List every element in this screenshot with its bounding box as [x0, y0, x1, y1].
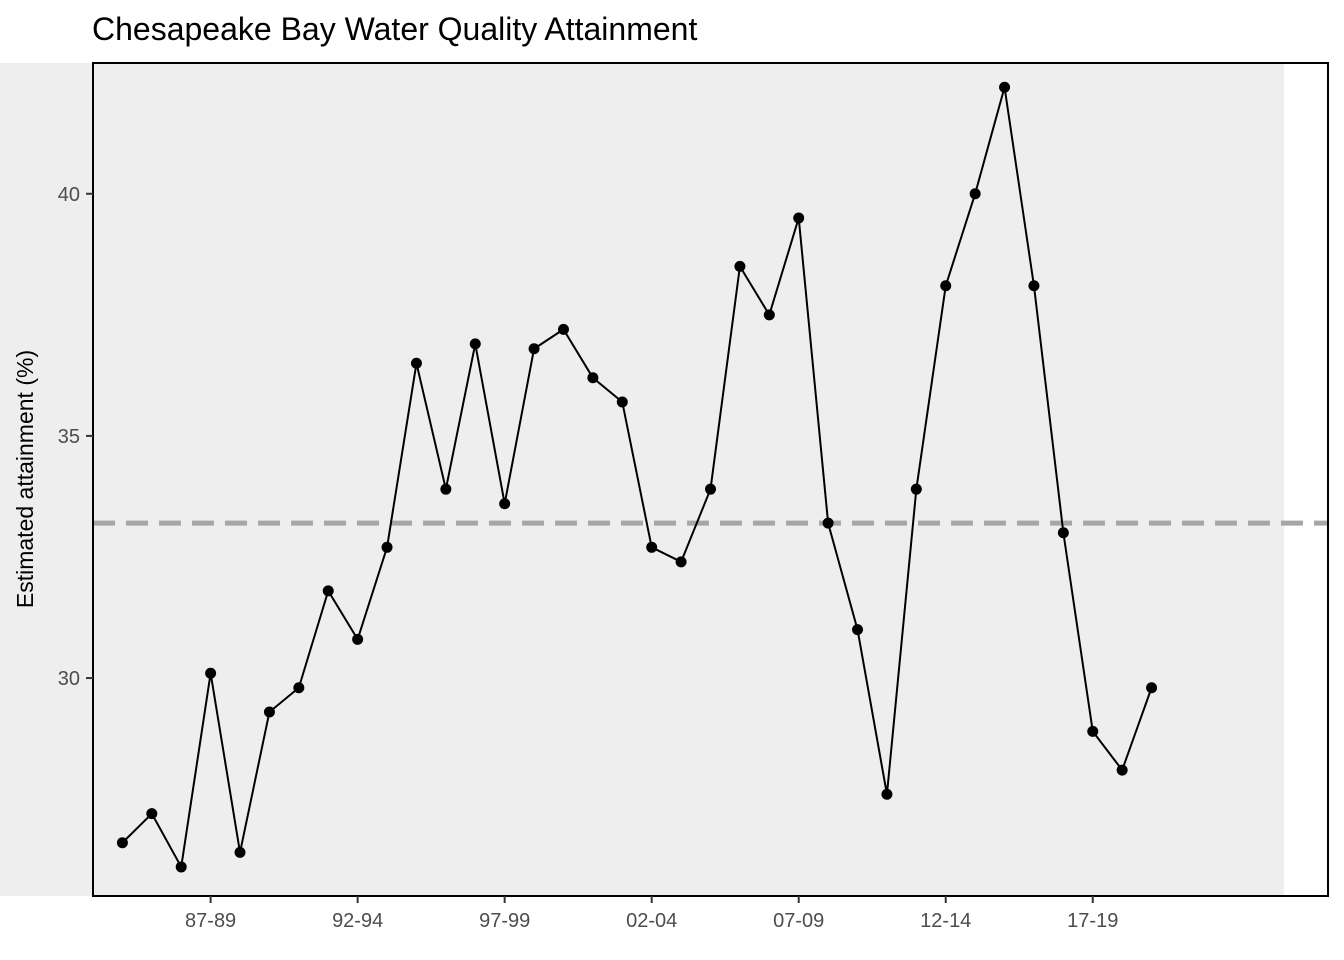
- data-point: [1057, 527, 1069, 539]
- data-point: [381, 541, 393, 553]
- chart-title: Chesapeake Bay Water Quality Attainment: [92, 11, 697, 47]
- data-point: [999, 81, 1011, 93]
- data-point: [616, 396, 628, 408]
- y-tick-label: 30: [58, 668, 80, 690]
- data-point: [293, 682, 305, 694]
- shaded-region: [0, 63, 1284, 896]
- data-point: [440, 483, 452, 495]
- data-point: [969, 188, 981, 200]
- x-tick-label: 12-14: [920, 910, 971, 932]
- data-point: [763, 309, 775, 321]
- x-tick-label: 07-09: [773, 910, 824, 932]
- data-point: [734, 260, 746, 272]
- panel-border: [92, 62, 1329, 897]
- y-tick-label: 40: [58, 184, 80, 206]
- x-tick-label: 92-94: [332, 910, 383, 932]
- data-point: [852, 624, 864, 636]
- plot-area: 30 35 40 87-89 92-94 97-99 02-04 07-09 12-14 17-1…: [0, 62, 1329, 932]
- data-point: [528, 343, 540, 355]
- data-point: [705, 483, 716, 495]
- x-tick-label: 02-04: [626, 910, 677, 932]
- data-point: [822, 517, 834, 529]
- data-point: [1146, 682, 1158, 694]
- data-point: [410, 357, 422, 369]
- data-point: [116, 837, 128, 849]
- data-point: [352, 633, 364, 645]
- data-point: [910, 483, 922, 495]
- data-point: [469, 338, 481, 350]
- data-point: [675, 556, 687, 568]
- data-point: [793, 212, 805, 224]
- data-point: [205, 667, 217, 679]
- data-point: [234, 846, 246, 858]
- data-point: [1028, 280, 1040, 292]
- data-point: [175, 861, 187, 873]
- x-tick-label: 97-99: [479, 910, 530, 932]
- data-point: [587, 372, 599, 384]
- data-point: [1116, 764, 1128, 776]
- x-tick-label: 87-89: [185, 910, 236, 932]
- data-point: [940, 280, 952, 292]
- data-point: [263, 706, 275, 718]
- x-tick-label: 17-19: [1067, 910, 1118, 932]
- data-point: [557, 323, 569, 335]
- data-point: [881, 788, 893, 800]
- data-point: [1087, 725, 1099, 737]
- y-tick-label: 35: [58, 426, 80, 448]
- y-axis-title: Estimated attainment (%): [12, 350, 38, 608]
- data-point: [322, 585, 334, 597]
- series-line: [121, 86, 1153, 868]
- data-point: [646, 541, 658, 553]
- data-point: [499, 498, 511, 510]
- data-point: [146, 808, 158, 820]
